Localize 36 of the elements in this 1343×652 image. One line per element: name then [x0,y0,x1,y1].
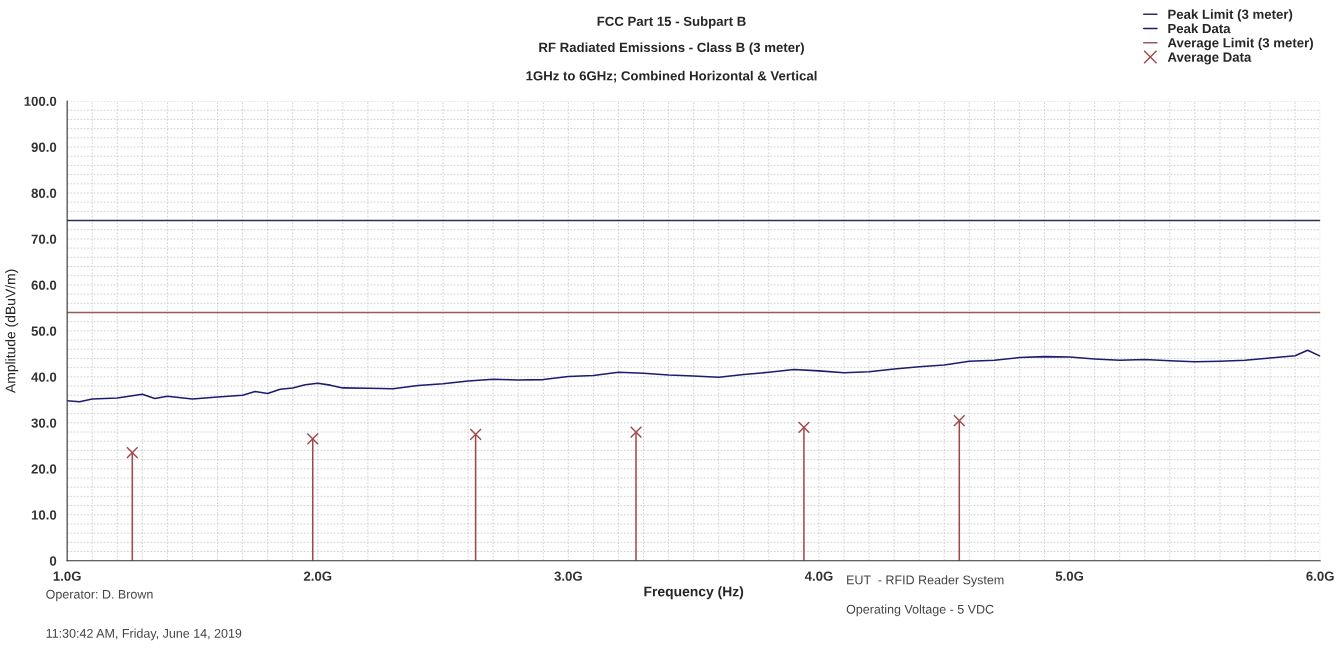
y-tick-label: 50.0 [31,326,57,336]
chart-title: FCC Part 15 - Subpart B [597,16,746,29]
y-tick-label: 90.0 [31,142,57,152]
point [469,428,482,441]
point [629,425,643,439]
x-tick-label: 5.0G [1055,571,1084,581]
text: EUT - RFID Reader System [847,575,1004,587]
point [797,421,810,434]
x-axis-title: Frequency (Hz) [644,586,744,600]
y-tick-label: 0 [49,556,57,566]
text: 11:30:42 AM, Friday, June 14, 2019 [46,628,242,641]
point [953,414,966,427]
x-tick-label: 2.0G [303,571,332,581]
legend-label: Average Data [1167,52,1252,65]
y-tick-label: 40.0 [31,372,57,382]
y-tick-label: 30.0 [31,418,57,428]
legend-label: Peak Limit (3 meter) [1168,9,1293,22]
text: Operator: D. Brown [46,589,153,602]
y-tick-label: 100.0 [24,96,57,106]
y-tick-label: 80.0 [31,188,57,198]
x-tick-label: 6.0G [1306,571,1334,581]
y-axis-title: Amplitude (dBuV/m) [5,269,19,393]
x-tick-label: 1.0G [53,571,81,581]
point [126,446,139,459]
point [306,432,319,445]
x-tick-label: 4.0G [804,571,833,581]
y-tick-label: 60.0 [31,280,57,290]
text: Operating Voltage - 5 VDC [846,604,994,617]
y-tick-label: 10.0 [31,510,57,520]
x-tick-label: 3.0G [554,571,582,581]
legend-label: Peak Data [1168,23,1231,34]
text: RF Radiated Emissions - Class B (3 meter) 1GHz to 6GHz; Combined Horizontal & Vertical [526,42,817,83]
y-tick-label: 70.0 [31,234,57,244]
legend-label: Average Limit (3 meter) [1167,37,1313,51]
y-tick-label: 20.0 [31,464,57,474]
line-series [67,349,1321,403]
